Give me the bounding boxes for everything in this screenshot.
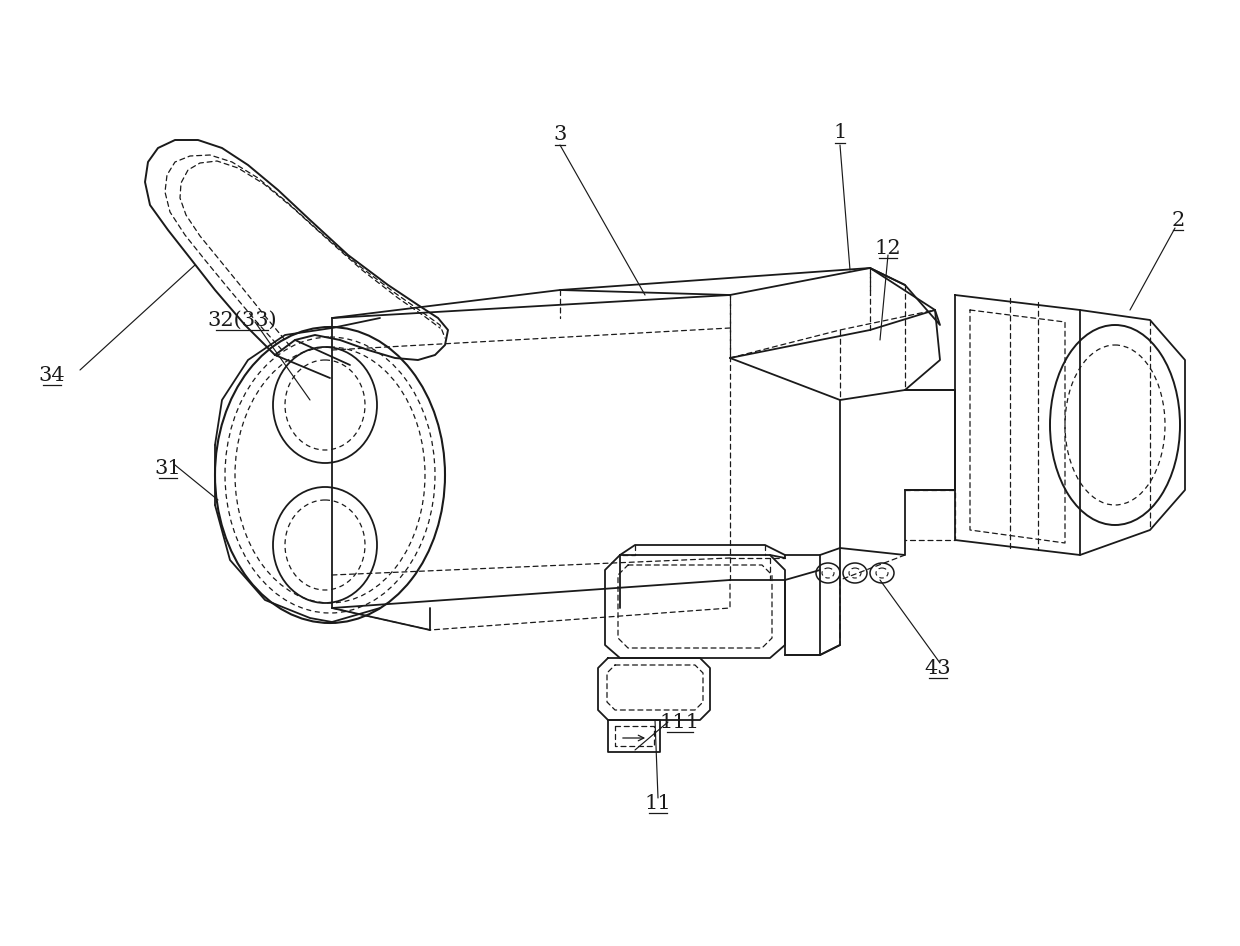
Text: 34: 34 <box>38 365 66 384</box>
Text: 3: 3 <box>553 126 567 145</box>
Text: 32(33): 32(33) <box>207 310 277 329</box>
Text: 11: 11 <box>645 794 671 813</box>
Text: 31: 31 <box>155 459 181 478</box>
Text: 2: 2 <box>1172 211 1184 230</box>
Text: 1: 1 <box>833 124 847 143</box>
Text: 12: 12 <box>874 238 901 257</box>
Text: 111: 111 <box>660 712 701 731</box>
Text: 43: 43 <box>925 658 951 677</box>
